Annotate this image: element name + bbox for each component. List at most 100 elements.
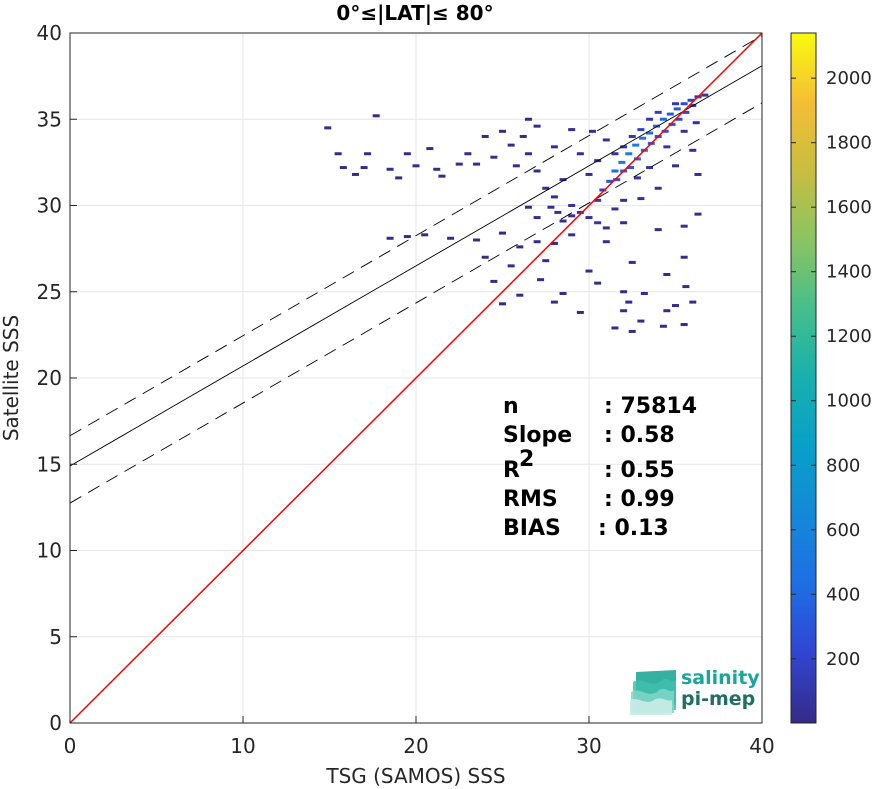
colorbar-gradient <box>790 32 817 724</box>
y-tick-label: 20 <box>37 366 62 390</box>
density-cell <box>499 129 506 133</box>
stat-label: Slope <box>503 423 572 448</box>
y-axis-title: Satellite SSS <box>0 315 23 441</box>
logo-text-salinity: salinity <box>681 667 760 689</box>
density-cell <box>559 178 567 182</box>
density-cell <box>659 117 667 121</box>
density-cell <box>602 138 610 142</box>
y-tick-label: 0 <box>49 711 62 735</box>
density-cell <box>568 204 576 207</box>
density-cell <box>672 164 679 168</box>
density-cell <box>499 231 506 235</box>
density-cell <box>689 300 697 304</box>
density-cell <box>455 162 463 166</box>
colorbar-tick-label: 1200 <box>826 326 872 347</box>
colorbar-tick-label: 200 <box>826 649 860 670</box>
density-cell <box>692 121 700 125</box>
x-axis-title: TSG (SAMOS) SSS <box>325 764 505 788</box>
density-cell <box>395 176 403 180</box>
density-cell <box>438 174 446 178</box>
density-cell <box>680 323 688 327</box>
x-tick-label: 10 <box>230 734 255 758</box>
density-cell <box>519 135 527 138</box>
density-cell <box>481 255 489 259</box>
density-cell <box>611 326 619 330</box>
density-cell <box>661 129 669 133</box>
density-cell <box>672 304 679 308</box>
density-cell <box>652 124 660 128</box>
regression-line <box>69 65 763 467</box>
y-tick-label: 25 <box>37 280 62 304</box>
density-cell <box>507 143 515 147</box>
density-cell <box>632 143 640 147</box>
density-cell <box>524 205 532 209</box>
density-cell <box>568 128 576 132</box>
density-cell <box>613 178 621 182</box>
density-cell <box>620 145 628 149</box>
density-cell <box>568 233 576 237</box>
density-cell <box>654 228 662 232</box>
density-cell <box>606 179 614 183</box>
density-cell <box>533 216 541 220</box>
y-tick-label: 30 <box>37 194 62 218</box>
colorbar-tick-label: 600 <box>826 520 860 541</box>
y-tick-label: 5 <box>49 625 62 649</box>
x-tick-label: 30 <box>576 734 601 758</box>
y-tick-label: 35 <box>37 107 62 131</box>
density-cell <box>646 117 654 121</box>
density-cell <box>547 205 555 209</box>
density-cell <box>628 260 636 264</box>
density-cell <box>516 245 524 249</box>
density-cell <box>646 131 654 135</box>
confidence-line <box>69 35 763 437</box>
y-axis-ticks: 0 5 10 15 20 25 30 35 40 <box>37 21 77 735</box>
density-cell <box>550 195 558 199</box>
density-cell <box>637 319 645 323</box>
stat-label: RMS <box>503 487 558 512</box>
density-cell <box>324 126 332 130</box>
density-cell <box>499 302 506 306</box>
density-cell <box>550 145 558 149</box>
density-cell <box>516 293 524 297</box>
density-cell <box>585 172 593 176</box>
density-cell <box>673 107 681 111</box>
salinity-pi-mep-logo: salinity pi-mep <box>630 667 760 715</box>
density-cell <box>550 300 558 304</box>
density-cell <box>412 164 420 168</box>
density-cell <box>663 273 671 276</box>
density-cell <box>576 310 584 314</box>
y-tick-label: 10 <box>37 539 62 563</box>
density-cell <box>334 152 342 156</box>
density-cell <box>625 152 633 156</box>
density-cell <box>666 112 674 116</box>
density-cell <box>512 164 520 168</box>
density-cell <box>687 98 695 102</box>
density-cell <box>654 186 662 190</box>
density-cell <box>654 110 662 114</box>
colorbar-tick-label: 2000 <box>826 68 872 89</box>
density-cell <box>680 255 688 259</box>
density-cell <box>364 152 372 156</box>
confidence-line <box>69 102 763 504</box>
density-cell <box>640 291 648 295</box>
density-cell <box>576 210 584 214</box>
density-cell <box>533 124 541 128</box>
density-cell <box>628 135 636 138</box>
stat-label: n <box>503 394 519 419</box>
density-cell <box>386 167 394 171</box>
colorbar-tick-label: 400 <box>826 584 860 605</box>
density-cell <box>620 309 628 313</box>
stat-label: R <box>503 458 520 483</box>
colorbar-tick-label: 1000 <box>826 391 872 412</box>
colorbar-tick-label: 1600 <box>826 197 872 218</box>
density-cell <box>611 169 619 173</box>
density-cell <box>627 166 635 170</box>
density-cell <box>464 152 472 156</box>
stat-value: : 0.99 <box>604 487 675 512</box>
density-cell <box>620 221 628 225</box>
density-cell <box>618 160 626 164</box>
density-cell <box>507 264 515 268</box>
density-cell <box>694 212 702 216</box>
stats-box: n: 75814 Slope: 0.58 R 2: 0.55 RMS: 0.99 BIAS… <box>503 394 697 541</box>
